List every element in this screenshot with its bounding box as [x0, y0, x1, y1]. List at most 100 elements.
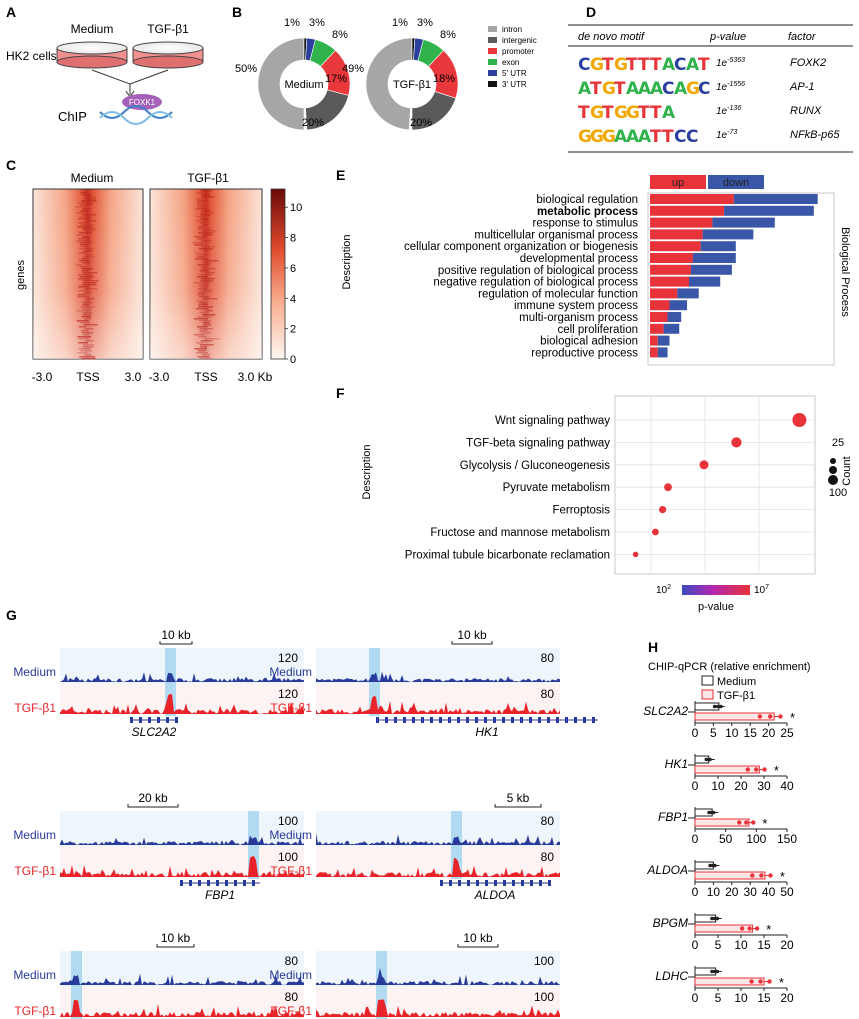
point-medium — [719, 704, 723, 709]
axis-tick: 30 — [744, 885, 758, 899]
row-label-tgf: TGF-β1 — [14, 701, 56, 715]
row-label-tgf: TGF-β1 — [270, 864, 312, 878]
point-tgf — [751, 820, 756, 825]
t-intergenic-pct: 20% — [410, 117, 432, 129]
track-tgf — [316, 695, 560, 714]
kegg-term-5: Fructose and mannose metabolism — [430, 527, 610, 539]
go-term-1: metabolic process — [537, 206, 638, 218]
count-size-25 — [830, 458, 836, 464]
c-tick-l3: 3.0 — [125, 370, 142, 384]
point-tgf — [758, 979, 763, 984]
track-medium — [316, 968, 560, 985]
motif-letter: A — [626, 79, 640, 99]
scale-label: 20 kb — [138, 791, 168, 805]
tgf-slice-intergenic — [411, 91, 457, 131]
motif-letter: T — [650, 127, 662, 147]
point-medium — [715, 704, 720, 709]
bar-down-4 — [700, 241, 736, 252]
t-utr5-pct: 3% — [417, 17, 433, 29]
row-label-tgf: TGF-β1 — [270, 701, 312, 715]
kegg-term-1: TGF-beta signaling pathway — [466, 437, 610, 449]
kegg-dot-2 — [699, 460, 709, 470]
kegg-term-6: Proximal tubule bicarbonate reclamation — [405, 549, 610, 561]
h-title: CHIP-qPCR (relative enrichment) — [648, 661, 811, 673]
axis-tick: 0 — [692, 938, 699, 952]
motif-letter: T — [698, 55, 710, 75]
go-term-11: cell proliferation — [557, 324, 638, 336]
count-size-100 — [828, 475, 838, 485]
motif-factor-2: RUNX — [790, 105, 822, 117]
donut-legend: intron intergenic promoter exon 5' UTR 3' UTR — [488, 25, 537, 89]
kegg-term-0: Wnt signaling pathway — [495, 415, 610, 427]
t-intron-pct: 49% — [342, 63, 364, 75]
panel-h: H CHIP-qPCR (relative enrichment) Medium… — [643, 639, 810, 1005]
motif-letter: C — [674, 127, 686, 147]
row-label-tgf: TGF-β1 — [14, 1004, 56, 1018]
panel-c-label: C — [6, 157, 16, 173]
bar-down-8 — [677, 288, 699, 299]
motif-letter: G — [590, 55, 604, 75]
bar-down-5 — [692, 253, 736, 263]
track-bg-tgf — [60, 987, 304, 1017]
axis-tick: 0 — [692, 832, 699, 846]
motif-letter: A — [578, 79, 592, 99]
scale-label: 10 kb — [161, 931, 191, 945]
axis-tick: 30 — [757, 779, 771, 793]
row-label-medium: Medium — [13, 828, 56, 842]
factor-header: factor — [788, 31, 817, 43]
legend-swatch-0 — [488, 26, 497, 32]
go-term-6: positive regulation of biological proces… — [438, 265, 638, 277]
axis-tick: 10 — [711, 779, 725, 793]
motif-letter: T — [602, 55, 614, 75]
colorbar-tick: 10 — [290, 202, 302, 214]
legend-up-swatch — [650, 175, 706, 189]
go-term-9: immune system process — [514, 300, 638, 312]
locus-hk1: 10 kb 80 80 Medium TGF-β1 HK1 — [269, 628, 598, 739]
scale-bar — [156, 944, 195, 948]
point-tgf — [750, 873, 755, 878]
go-term-4: cellular component organization or bioge… — [404, 241, 638, 253]
motif-letter: T — [614, 79, 626, 99]
motif-letter: G — [614, 55, 628, 75]
protein-label: FOXK1 — [129, 98, 156, 107]
legend-label-3: exon — [502, 58, 519, 67]
c-tick-r1: -3.0 — [149, 370, 170, 384]
track-max-tgf: 120 — [278, 687, 298, 701]
t-promoter-pct: 18% — [433, 73, 455, 85]
pvalue-label: p-value — [698, 601, 734, 613]
axis-tick: 0 — [692, 726, 699, 740]
track-max-tgf: 80 — [541, 850, 555, 864]
panel-h-label: H — [648, 639, 658, 655]
go-term-7: negative regulation of biological proces… — [433, 277, 638, 289]
c-tick-r2: TSS — [194, 370, 217, 384]
m-exon-pct: 8% — [332, 29, 348, 41]
motif-header: de novo motif — [578, 31, 645, 43]
motif-letter: C — [578, 55, 590, 75]
axis-tick: 10 — [734, 991, 748, 1005]
panel-a-label: A — [6, 4, 16, 20]
m-promoter-pct: 17% — [325, 73, 347, 85]
go-term-13: reproductive process — [531, 347, 638, 359]
point-medium — [708, 757, 712, 762]
motif-factor-3: NFkB-p65 — [790, 129, 840, 141]
kegg-term-2: Glycolysis / Gluconeogenesis — [460, 460, 610, 472]
axis-tick: 10 — [707, 885, 721, 899]
track-max-tgf: 100 — [278, 850, 298, 864]
track-bg-medium — [60, 951, 304, 987]
scale-label: 10 kb — [457, 628, 487, 642]
go-term-8: regulation of molecular function — [478, 288, 638, 300]
motif-pvalue-1: 1e-1556 — [716, 81, 745, 93]
motif-letter: G — [590, 127, 604, 147]
row-label-tgf: TGF-β1 — [14, 864, 56, 878]
legend-swatch-4 — [488, 70, 497, 76]
qpcr-aldoa: ALDOA * 0 10 20 30 40 50 — [646, 860, 794, 899]
gene-name: SLC2A2 — [132, 725, 177, 739]
bar-up-13 — [650, 347, 658, 358]
motif-letter: T — [626, 55, 638, 75]
track-medium — [60, 672, 304, 682]
bar-down-10 — [667, 312, 682, 322]
axis-tick: 5 — [715, 991, 722, 1005]
t-exon-pct: 8% — [440, 29, 456, 41]
bar-down-11 — [663, 323, 680, 334]
motif-letter: A — [626, 127, 640, 147]
